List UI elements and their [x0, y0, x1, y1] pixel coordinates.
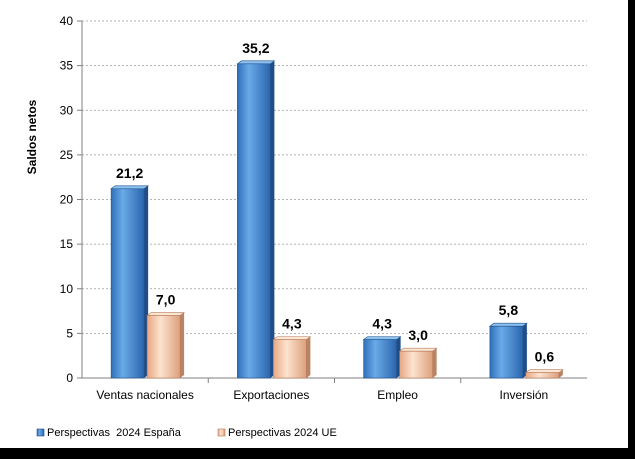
bar-chart: 0 5 10 15 20 25 30 35 40 Ventas nacionales 21,2 7,0…	[25, 14, 587, 439]
bar-side-espana	[522, 323, 527, 378]
bar-top-ue	[524, 369, 564, 373]
data-label-ue: 3,0	[408, 327, 428, 343]
bar-side-ue	[558, 369, 563, 378]
legend-label-ue: Perspectivas 2024 UE	[228, 427, 337, 439]
y-tick-label: 30	[60, 103, 74, 117]
data-label-ue: 7,0	[156, 292, 176, 308]
bar-espana	[363, 339, 397, 379]
bar-ue	[273, 339, 307, 379]
bar-ue	[399, 350, 433, 379]
category-label: Inversión	[500, 388, 549, 402]
bar-side-ue	[306, 336, 311, 378]
y-tick-label: 40	[60, 14, 74, 28]
y-tick-label: 15	[60, 237, 74, 251]
category-label: Ventas nacionales	[96, 388, 193, 402]
category-label: Empleo	[377, 388, 418, 402]
chart-frame: 0 5 10 15 20 25 30 35 40 Ventas nacionales 21,2 7,0…	[0, 0, 628, 448]
legend-label-espana: Perspectivas 2024 España	[47, 427, 182, 439]
bar-top-espana	[110, 185, 150, 190]
bar-espana	[110, 188, 145, 379]
data-label-espana: 35,2	[242, 40, 269, 56]
legend-swatch-espana	[36, 428, 45, 437]
bar-top-ue	[398, 347, 438, 352]
data-label-ue: 0,6	[535, 349, 555, 365]
bar-side-ue	[180, 312, 185, 378]
bar-espana	[237, 63, 271, 379]
labels: 0 5 10 15 20 25 30 35 40 Ventas nacionales 21,2 7,0…	[60, 14, 555, 402]
bar-side-espana	[270, 60, 275, 379]
bar-top-ue	[146, 312, 186, 316]
bar-ue	[525, 372, 560, 379]
y-tick-label: 20	[60, 193, 74, 207]
data-label-ue: 4,3	[282, 316, 302, 332]
legend: Perspectivas 2024 España Perspectivas 202…	[36, 427, 337, 439]
bars	[110, 60, 564, 379]
bar-ue	[146, 315, 181, 379]
y-tick-label: 5	[66, 326, 73, 340]
bar-top-espana	[362, 336, 402, 340]
bar-side-ue	[432, 348, 437, 378]
legend-swatch-ue	[217, 428, 226, 437]
bar-espana	[489, 325, 524, 379]
bar-top-espana	[488, 322, 528, 327]
y-axis-title: Saldos netos	[25, 99, 39, 174]
data-label-espana: 21,2	[116, 165, 143, 181]
y-tick-label: 0	[66, 371, 73, 385]
bar-top-espana	[236, 60, 276, 65]
category-label: Exportaciones	[233, 388, 309, 402]
y-tick-label: 25	[60, 148, 74, 162]
y-tick-label: 10	[60, 282, 74, 296]
y-tick-label: 35	[60, 59, 74, 73]
gridlines	[82, 20, 587, 334]
data-label-espana: 4,3	[372, 316, 392, 332]
bar-top-ue	[272, 336, 312, 340]
data-label-espana: 5,8	[499, 302, 519, 318]
